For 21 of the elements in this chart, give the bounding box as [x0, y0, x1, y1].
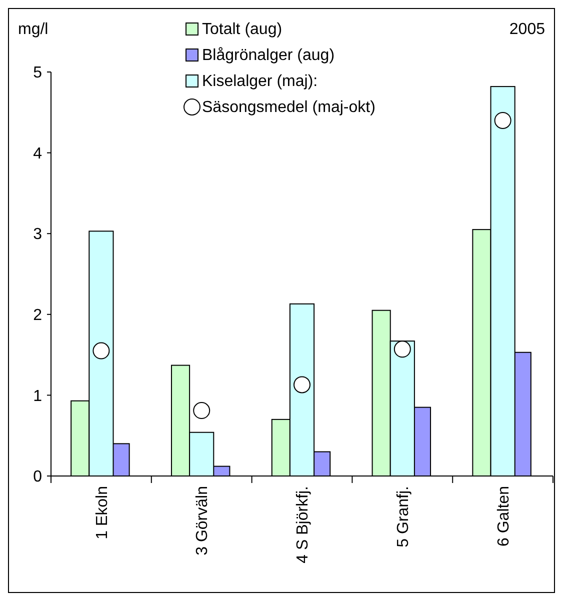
point — [394, 340, 411, 358]
legend-label: Totalt (aug) — [202, 21, 282, 38]
x-tick-label: 5 Granfj. — [395, 486, 412, 548]
y-tick-label: 5 — [33, 64, 42, 82]
point — [494, 112, 512, 129]
x-tick-label: 3 Görväln — [194, 486, 212, 556]
legend-label: Kiselalger (maj): — [202, 73, 318, 90]
y-tick-label: 1 — [33, 388, 42, 405]
y-tick-label: 0 — [33, 468, 42, 486]
x-tick-label: 1 Ekoln — [94, 486, 111, 540]
point — [92, 342, 110, 360]
y-tick-label: 2 — [33, 307, 42, 324]
point — [294, 376, 310, 394]
x-tick-label: 4 S Björkfj. — [294, 486, 312, 564]
y-tick-label: 3 — [33, 226, 42, 244]
legend-label: Blågrönalger (aug) — [202, 47, 335, 64]
chart-title: 2005 — [509, 21, 546, 38]
y-axis-title: mg/l — [18, 21, 48, 38]
legend-label: Säsongsmedel (maj-okt) — [202, 99, 376, 116]
y-tick-label: 4 — [33, 145, 42, 162]
x-tick-label: 6 Galten — [495, 486, 512, 546]
